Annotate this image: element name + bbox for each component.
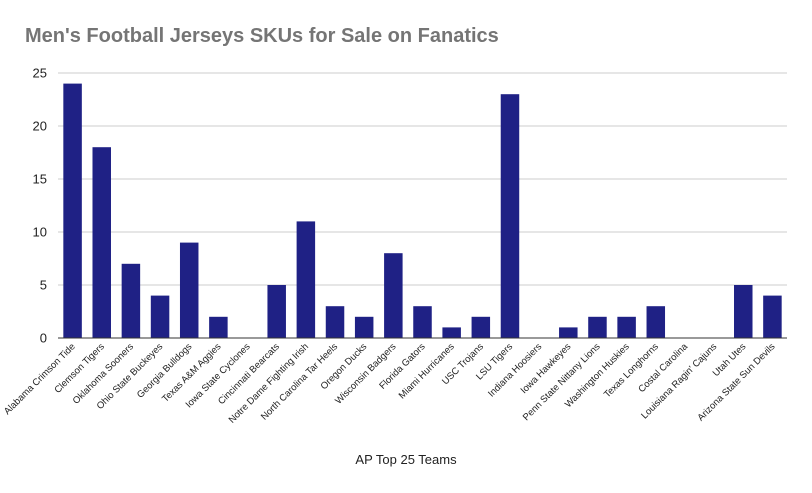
bar — [209, 316, 228, 338]
bar — [588, 316, 607, 338]
bar — [617, 316, 636, 338]
x-tick-label: Iowa Hawkeyes — [519, 341, 574, 396]
bar — [296, 221, 316, 338]
gridlines — [58, 72, 787, 286]
bar — [179, 242, 199, 338]
chart-title: Men's Football Jerseys SKUs for Sale on … — [25, 25, 499, 47]
bar — [325, 306, 345, 338]
bar — [150, 295, 170, 338]
y-tick-label: 0 — [40, 331, 47, 346]
bar — [500, 94, 520, 338]
bar — [63, 83, 82, 338]
x-axis-title: AP Top 25 Teams — [355, 452, 457, 467]
y-tick-label: 5 — [40, 278, 47, 293]
bar — [92, 147, 111, 338]
bar — [413, 306, 432, 338]
bar — [354, 316, 374, 338]
bar — [734, 285, 753, 338]
bar — [646, 306, 666, 338]
y-tick-label: 15 — [33, 172, 47, 187]
bar — [384, 253, 403, 338]
y-tick-label: 10 — [33, 225, 47, 240]
bar — [471, 316, 491, 338]
y-tick-label: 25 — [33, 66, 47, 81]
bars — [63, 83, 782, 338]
y-axis-ticks: 0 5 10 15 20 25 — [33, 66, 47, 346]
bar — [121, 263, 141, 338]
bar — [267, 285, 286, 338]
bar — [559, 327, 578, 338]
bar — [763, 295, 782, 338]
bar — [442, 327, 461, 338]
y-tick-label: 20 — [33, 119, 47, 134]
